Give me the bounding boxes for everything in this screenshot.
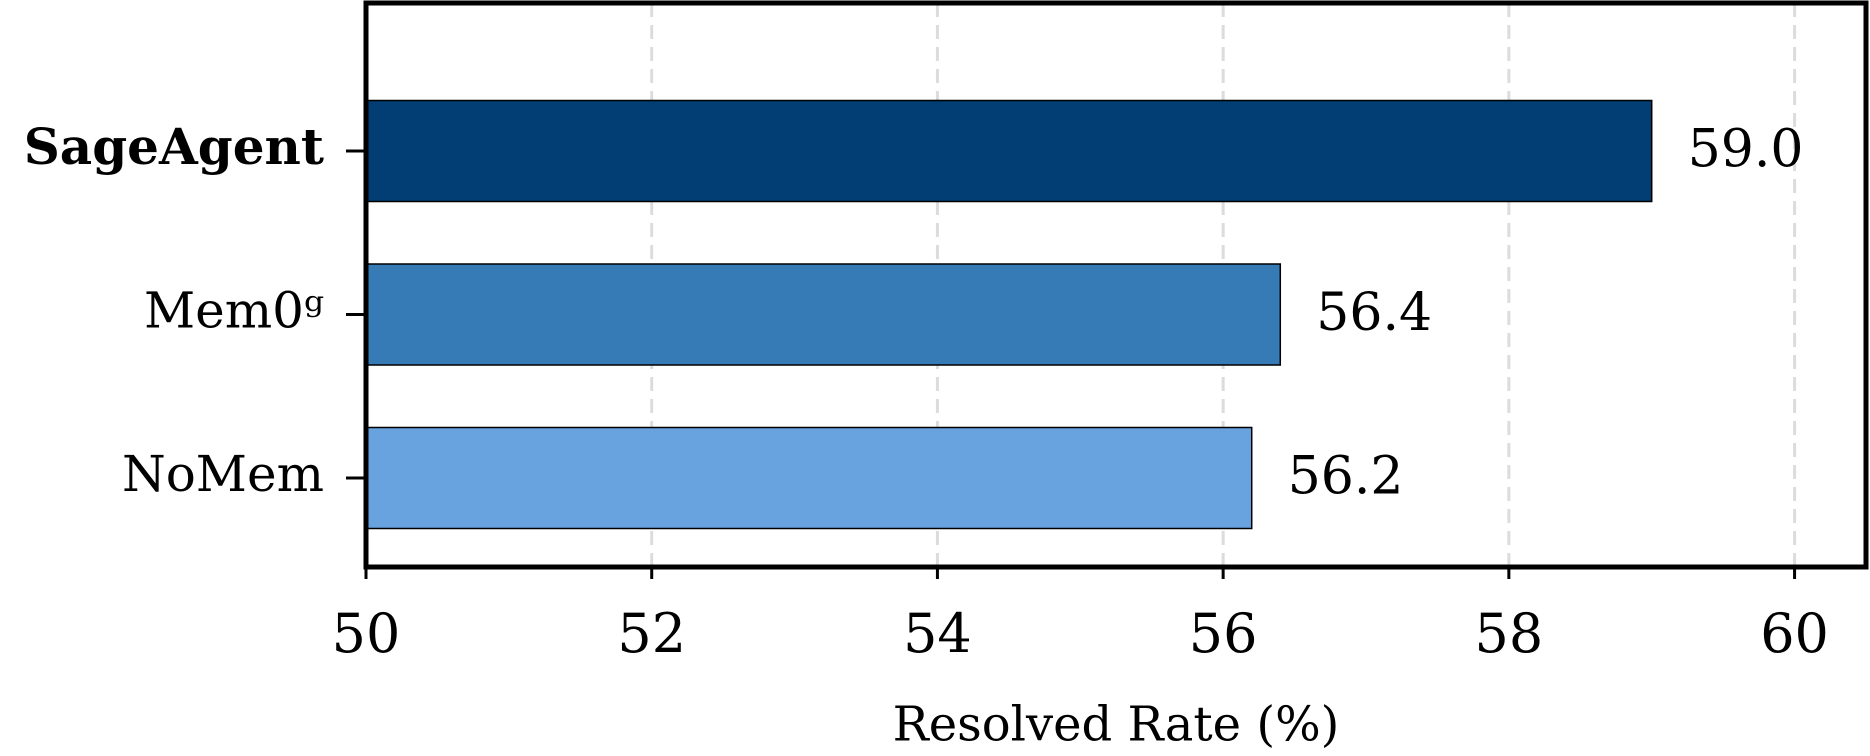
bar <box>365 263 1282 366</box>
x-tick-label: 60 <box>1760 602 1829 665</box>
axes-frame <box>363 0 1869 570</box>
bar <box>365 426 1253 530</box>
value-label: 59.0 <box>1688 120 1804 180</box>
x-tick-label: 58 <box>1474 602 1543 665</box>
x-tick-label: 56 <box>1189 602 1258 665</box>
bar <box>365 99 1653 203</box>
y-tick-label: Mem0ᵍ <box>144 282 324 340</box>
x-tick-label: 54 <box>903 602 972 665</box>
y-tick-label: NoMem <box>122 445 324 503</box>
x-tick-label: 50 <box>332 602 401 665</box>
y-tick-label: SageAgent <box>24 117 324 176</box>
value-label: 56.4 <box>1316 283 1432 343</box>
value-label: 56.2 <box>1288 447 1404 507</box>
x-tick-label: 52 <box>617 602 686 665</box>
x-axis-label: Resolved Rate (%) <box>893 697 1340 753</box>
